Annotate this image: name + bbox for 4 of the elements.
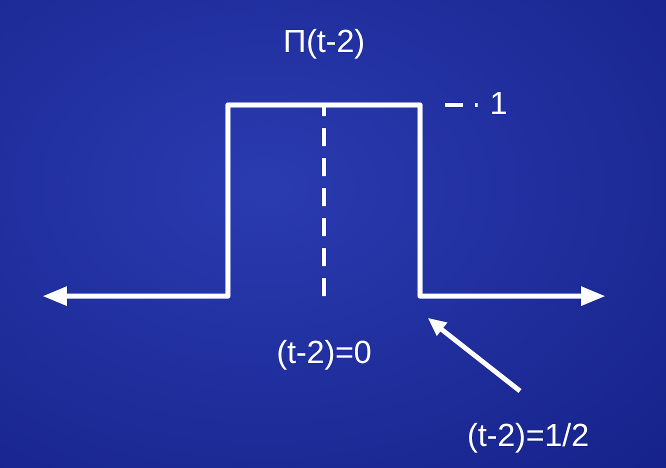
text: (t-2)=0 (276, 334, 372, 370)
chart-title: Π(t-2) (283, 22, 365, 59)
text: (t-2)=1/2 (467, 416, 589, 453)
ref-line-label: 1 (490, 84, 508, 121)
